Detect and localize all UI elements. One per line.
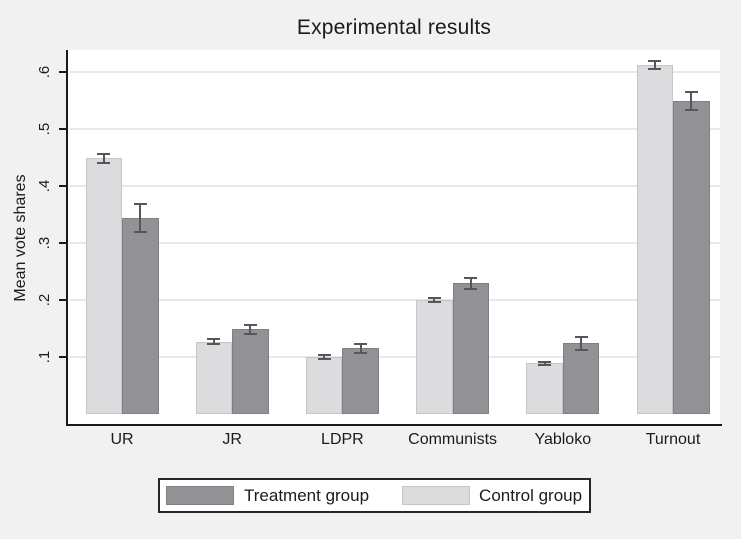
bar-control-Yabloko [526,363,563,414]
bar-treatment-JR [232,329,269,414]
y-axis-tick-label: .4 [35,179,53,193]
error-bar-cap-bottom [648,67,662,70]
y-axis-line [66,50,68,426]
y-axis-title: Mean vote shares [12,174,29,302]
y-axis-tick [59,71,67,73]
gridline [70,71,720,73]
bar-treatment-Yabloko [562,343,600,414]
y-axis-tick [59,242,67,244]
error-bar-cap-bottom [684,109,698,112]
error-bar-cap-bottom [574,348,588,351]
error-bar-cap-top [648,59,662,62]
error-bar-cap-top [464,277,478,280]
error-bar-UR [139,204,142,232]
x-axis-label-yabloko: Yabloko [534,431,592,448]
error-bar-cap-top [538,360,552,363]
gridline [70,185,720,187]
error-bar-cap-top [243,323,257,326]
gridline [70,242,720,244]
gridline [70,356,720,358]
y-axis-tick [59,299,67,301]
bar-treatment-UR [122,217,159,414]
error-bar-JR [249,324,252,334]
y-axis-tick-label: .3 [35,236,53,250]
bar-control-UR [85,158,122,414]
chart-title: Experimental results [296,16,492,39]
x-axis-label-jr: JR [222,431,242,448]
error-bar-cap-bottom [243,332,257,335]
error-bar-LDPR [359,343,362,353]
y-axis-tick-label: .6 [35,65,53,79]
error-bar-cap-bottom [427,301,441,304]
error-bar-cap-bottom [354,352,368,354]
plot-area [68,50,720,424]
error-bar-Yabloko [580,337,583,350]
error-bar-cap-top [354,342,368,345]
y-axis-tick-label: .5 [35,122,53,136]
error-bar-cap-bottom [97,161,111,164]
y-axis-tick [59,185,67,187]
x-axis-label-communists: Communists [408,431,498,448]
y-axis-tick [59,128,67,130]
error-bar-cap-top [427,296,441,299]
x-axis-label-ur: UR [110,431,134,448]
error-bar-cap-top [317,354,331,357]
gridline [70,128,720,130]
y-axis-tick-label: .2 [35,293,53,307]
gridline [70,299,720,301]
error-bar-cap-top [97,152,111,155]
error-bar-Turnout [690,91,693,111]
bar-control-Communists [416,300,453,414]
legend-label-control: Control group [479,485,583,505]
bar-control-JR [195,341,233,414]
error-bar-cap-bottom [133,230,147,233]
error-bar-cap-top [207,338,221,341]
error-bar-JR [212,339,215,344]
bar-treatment-Communists [452,283,490,414]
error-bar-cap-bottom [207,342,221,345]
error-bar-LDPR [323,355,326,359]
error-bar-Communists [469,278,472,289]
bar-treatment-LDPR [342,348,379,414]
error-bar-cap-top [684,90,698,93]
x-axis-label-ldpr: LDPR [321,431,364,448]
error-bar-cap-bottom [538,363,552,366]
x-axis-label-turnout: Turnout [645,431,701,448]
legend-swatch-treatment [166,486,234,505]
y-axis-tick-label: .1 [35,350,53,364]
legend-swatch-control [402,486,471,505]
x-axis-line [66,424,722,426]
error-bar-Communists [433,297,436,303]
legend-label-treatment: Treatment group [244,485,370,505]
error-bar-Yabloko [543,361,546,365]
error-bar-cap-top [574,336,588,339]
legend: Treatment group Control group [158,478,591,513]
bar-control-Turnout [636,64,673,414]
error-bar-cap-bottom [464,287,478,290]
bar-treatment-Turnout [673,101,710,414]
error-bar-cap-bottom [317,357,331,360]
bar-control-LDPR [305,357,343,414]
y-axis-tick [59,356,67,358]
error-bar-Turnout [653,60,656,69]
error-bar-cap-top [133,203,147,206]
error-bar-UR [102,153,105,163]
